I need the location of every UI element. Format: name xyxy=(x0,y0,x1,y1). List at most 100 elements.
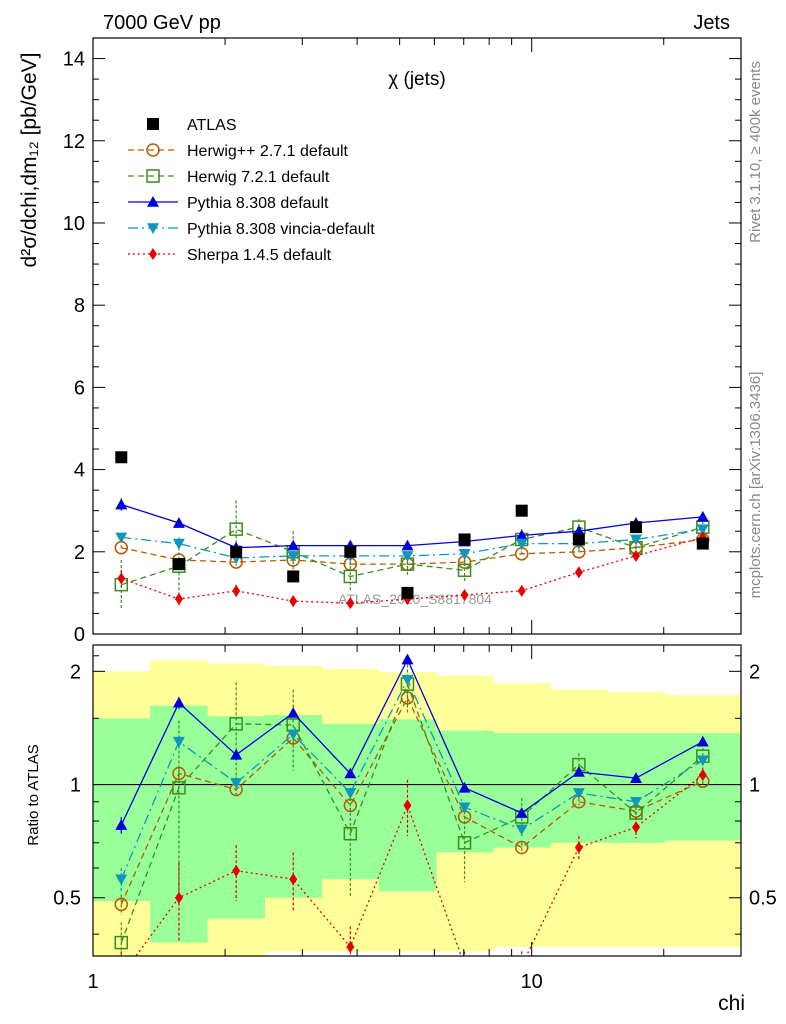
main-point xyxy=(172,517,185,528)
legend-label: Herwig 7.2.1 default xyxy=(187,169,330,186)
legend-symbol xyxy=(147,196,159,207)
main-ytick-label: 2 xyxy=(74,542,85,564)
ratio-point xyxy=(344,788,357,799)
atlas-data xyxy=(115,451,709,599)
ratio-point xyxy=(698,769,707,782)
ratio-point xyxy=(114,935,129,950)
main-point xyxy=(117,572,126,585)
ratio-point xyxy=(229,717,243,731)
main-point xyxy=(630,534,643,546)
legend: ATLAS Herwig++ 2.7.1 default Herwig 7.2.1 … xyxy=(128,117,375,264)
main-point xyxy=(401,551,414,562)
main-series-5 xyxy=(117,531,707,610)
atlas-point xyxy=(630,521,643,534)
main-point xyxy=(287,551,300,562)
main-point xyxy=(515,529,528,541)
main-point xyxy=(174,593,183,606)
ratio-series-4 xyxy=(115,674,709,892)
ratio-point xyxy=(457,836,472,850)
ratio-point xyxy=(287,729,300,741)
ratio-point xyxy=(630,772,643,783)
atlas-point xyxy=(287,570,300,583)
ratio-point xyxy=(458,781,471,793)
main-point xyxy=(229,522,243,536)
ratio-point xyxy=(518,960,526,972)
main-point xyxy=(515,538,528,550)
legend-entry-3: Pythia 8.308 default xyxy=(128,195,329,212)
ratio-point xyxy=(287,706,300,718)
ratio-point xyxy=(232,864,241,877)
ratio-point xyxy=(346,940,355,953)
ratio-point xyxy=(115,874,128,886)
legend-symbol xyxy=(146,169,160,183)
ratio-ylabel: Ratio to ATLAS xyxy=(25,744,42,845)
ratio-point xyxy=(172,736,185,748)
main-point xyxy=(172,538,185,550)
legend-entry-0: ATLAS xyxy=(147,117,237,134)
main-series-group xyxy=(114,451,710,610)
ratio-point xyxy=(696,735,709,747)
ratio-point xyxy=(344,767,357,779)
main-ytick-label: 6 xyxy=(74,377,85,399)
mcplots-label: mcplots.cern.ch [arXiv:1306.3436] xyxy=(747,372,764,599)
x-tick-label: 10 xyxy=(521,971,543,993)
legend-label: Pythia 8.308 default xyxy=(187,195,329,212)
ratio-series-5 xyxy=(117,767,707,982)
main-plot: 0 2 4 6 8 10 12 14 xyxy=(63,37,742,646)
x-axis-label: chi xyxy=(718,992,745,1015)
main-point xyxy=(232,584,241,597)
ratio-point xyxy=(458,802,471,814)
ratio-ytick-label-left: 1 xyxy=(70,775,81,797)
main-point xyxy=(517,584,526,597)
ratio-point xyxy=(572,788,585,799)
main-point xyxy=(115,498,128,510)
atlas-point xyxy=(172,558,185,571)
ratio-point xyxy=(172,781,186,795)
main-point xyxy=(572,525,585,537)
legend-symbol xyxy=(147,118,159,130)
main-point xyxy=(289,595,298,608)
legend-symbol xyxy=(147,223,159,234)
main-ytick-label: 10 xyxy=(63,213,85,235)
main-point xyxy=(632,549,641,562)
ratio-ytick-label-left: 0.5 xyxy=(53,888,81,910)
ratio-plot: 0.5 0.5 1 1 2 2 1 10 xyxy=(53,644,777,993)
ratio-point xyxy=(515,824,528,836)
ratio-point xyxy=(572,765,585,777)
ratio-point xyxy=(515,807,528,818)
legend-label: ATLAS xyxy=(187,117,237,134)
ratio-point xyxy=(117,970,125,982)
legend-label: Sherpa 1.4.5 default xyxy=(187,247,332,264)
main-line xyxy=(121,503,703,549)
watermark: ATLAS_2010_S8817804 xyxy=(338,591,492,607)
main-point xyxy=(574,566,583,579)
ratio-ytick-label-left: 2 xyxy=(70,661,81,683)
main-point xyxy=(458,549,471,560)
ratio-point xyxy=(230,748,243,760)
main-ylabel: d²σ/dchi,dm₁₂ [pb/GeV] xyxy=(18,53,41,268)
legend-entry-2: Herwig 7.2.1 default xyxy=(128,169,330,186)
plot-title: χ (jets) xyxy=(388,69,445,90)
main-point xyxy=(343,569,358,584)
main-point xyxy=(346,597,355,610)
main-point xyxy=(696,524,709,536)
main-ytick-label: 0 xyxy=(74,624,85,646)
main-ytick-label: 8 xyxy=(74,295,85,317)
atlas-point xyxy=(515,504,528,517)
main-point xyxy=(460,588,469,601)
ratio-series-3 xyxy=(115,653,709,834)
legend-symbol xyxy=(146,143,160,157)
ratio-point xyxy=(461,960,469,972)
ratio-band-inner xyxy=(93,705,741,943)
ratio-ytick-label-right: 1 xyxy=(749,775,760,797)
main-point xyxy=(401,539,414,551)
ratio-point xyxy=(174,891,183,904)
rivet-label: Rivet 3.1.10, ≥ 400k events xyxy=(747,61,764,243)
ratio-point xyxy=(172,696,185,708)
ratio-point xyxy=(514,840,529,855)
ratio-point xyxy=(574,841,583,854)
ratio-point xyxy=(632,821,641,834)
ratio-ytick-label-right: 2 xyxy=(749,661,760,683)
legend-entry-1: Herwig++ 2.7.1 default xyxy=(128,143,349,160)
